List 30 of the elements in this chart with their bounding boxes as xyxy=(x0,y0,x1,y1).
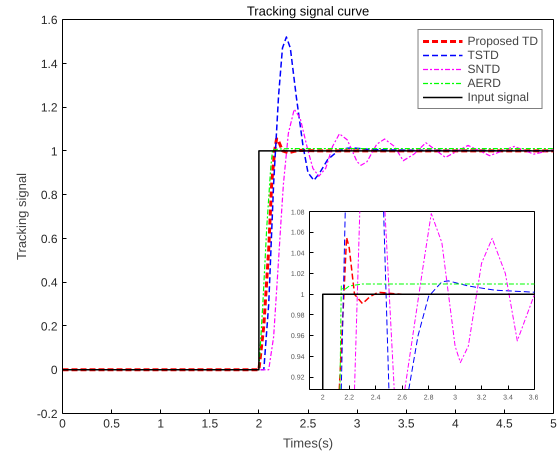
y-tick-label: 1.6 xyxy=(40,13,58,27)
x-tick-label: 3 xyxy=(354,416,361,430)
x-tick-label: 4.5 xyxy=(496,416,514,430)
x-tick-label: 1.5 xyxy=(201,416,218,430)
legend-label: Input signal xyxy=(468,90,529,104)
chart-title: Tracking signal curve xyxy=(246,4,370,18)
y-tick-label: 1 xyxy=(50,144,58,158)
x-tick-label: 0 xyxy=(59,416,66,430)
legend-label: Proposed TD xyxy=(468,34,538,48)
legend-label: AERD xyxy=(468,76,501,90)
x-tick-label: 3.5 xyxy=(398,416,415,430)
y-tick-label: 0.4 xyxy=(40,276,58,290)
x-axis-title: Times(s) xyxy=(282,436,334,450)
y-axis-title: Tracking signal xyxy=(14,172,29,260)
y-tick-label: 0.6 xyxy=(40,232,58,246)
y-tick-label: 1.2 xyxy=(40,100,58,115)
y-tick-label: 1.4 xyxy=(40,56,58,71)
x-tick-label: 2.5 xyxy=(300,416,317,430)
y-tick-label: 0 xyxy=(50,363,58,378)
line-series xyxy=(339,283,534,390)
legend-label: TSTD xyxy=(468,48,499,62)
x-tick-label: 5 xyxy=(550,416,557,430)
legend-label: SNTD xyxy=(468,62,500,76)
x-tick-label: 0.5 xyxy=(103,416,120,430)
x-tick-label: 1 xyxy=(157,416,164,430)
x-tick-label: 2 xyxy=(256,416,263,430)
y-tick-label: 0.8 xyxy=(40,188,58,202)
y-tick-label: 0.2 xyxy=(40,319,58,334)
x-tick-label: 4 xyxy=(452,416,459,430)
y-tick-label: -0.2 xyxy=(36,407,58,421)
